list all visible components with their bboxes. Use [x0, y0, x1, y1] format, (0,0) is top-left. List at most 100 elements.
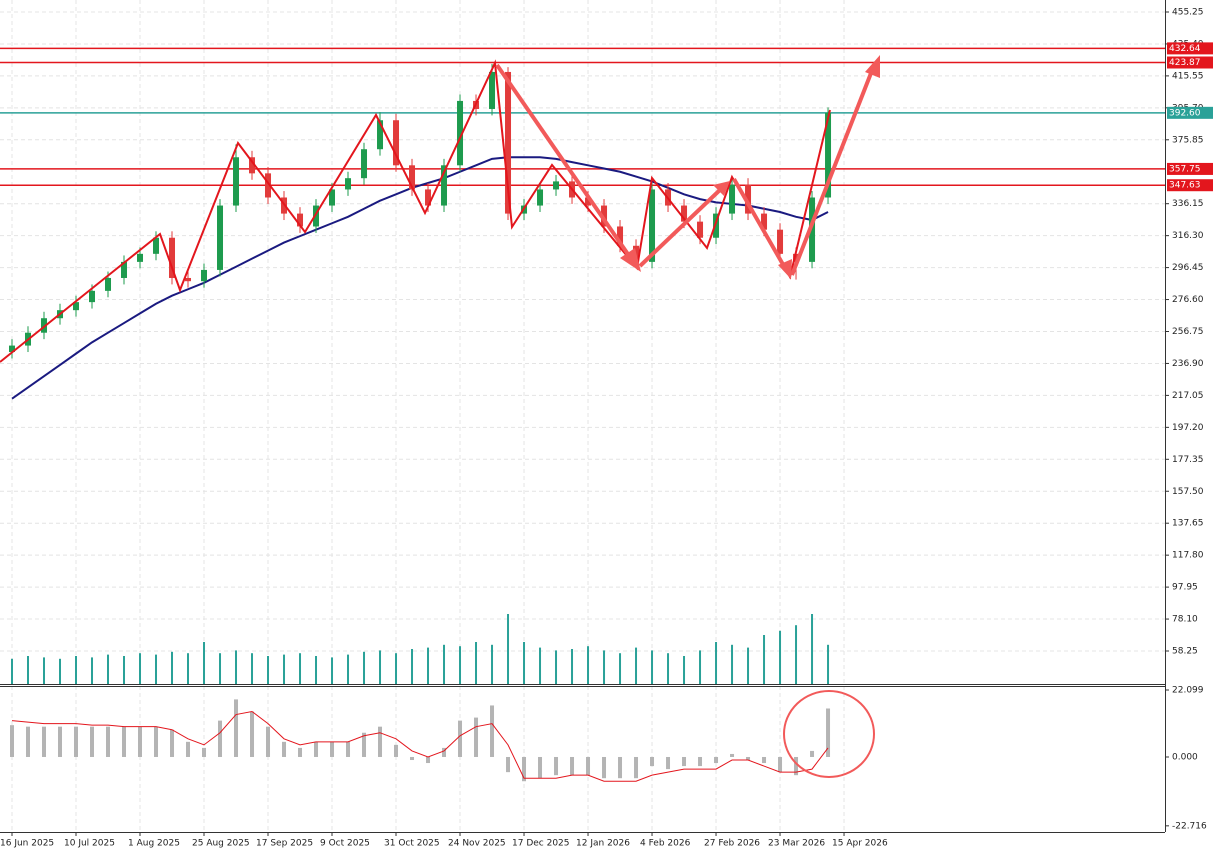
candle-body — [377, 120, 384, 150]
level-label-box — [1167, 42, 1213, 55]
y-tick-label: 78.10 — [1172, 615, 1198, 625]
arrow — [638, 186, 724, 268]
volume-bar — [491, 644, 494, 684]
histogram-bar — [602, 756, 607, 779]
volume-bar — [683, 656, 686, 684]
volume-bar — [763, 635, 766, 684]
histogram-bar — [554, 756, 559, 776]
candle-body — [137, 253, 144, 262]
volume-bar — [347, 654, 350, 684]
histogram-bar — [746, 756, 751, 761]
volume-bar — [779, 630, 782, 684]
histogram-bar — [90, 726, 95, 757]
histogram-bar — [42, 726, 47, 757]
candle-body — [729, 184, 736, 214]
candle-body — [489, 71, 496, 109]
histogram-bar — [682, 756, 687, 767]
volume-bar — [715, 642, 718, 684]
volume-bar — [475, 642, 478, 684]
arrow — [495, 63, 634, 262]
y-tick-label: 22.099 — [1172, 686, 1204, 696]
y-tick-label: 177.35 — [1172, 455, 1204, 465]
candle-body — [153, 237, 160, 254]
arrow — [732, 178, 787, 269]
x-tick-label: 12 Jan 2026 — [576, 839, 630, 849]
x-tick-label: 23 Mar 2026 — [768, 839, 825, 849]
histogram-bar — [410, 756, 415, 761]
volume-bar — [635, 647, 638, 684]
volume-bar — [331, 657, 334, 684]
histogram-bar — [154, 726, 159, 757]
volume-bar — [827, 644, 830, 684]
volume-bar — [11, 658, 14, 684]
candle-body — [745, 184, 752, 214]
volume-bar — [603, 650, 606, 684]
candle-body — [553, 181, 560, 190]
candle-body — [361, 149, 368, 179]
volume-bar — [171, 651, 174, 684]
moving-average — [11, 156, 829, 400]
candle-body — [121, 261, 128, 278]
histogram-bar — [778, 756, 783, 773]
candle-body — [217, 205, 224, 270]
volume-bar — [667, 653, 670, 684]
histogram-bar — [58, 726, 63, 757]
volume-bar — [571, 649, 574, 684]
y-tick-label: 58.25 — [1172, 647, 1198, 657]
volume-bar — [795, 625, 798, 684]
histogram-bar — [714, 756, 719, 764]
candle-body — [89, 290, 96, 303]
arrowheads — [620, 55, 880, 279]
histogram-bar — [810, 750, 815, 757]
y-tick-label: 316.30 — [1172, 231, 1204, 241]
histogram-bar — [442, 747, 447, 757]
volume-bar — [315, 656, 318, 684]
volume-bar — [267, 656, 270, 684]
histogram-bar — [666, 756, 671, 770]
volume-bar — [811, 614, 814, 684]
y-tick-label: 117.80 — [1172, 551, 1204, 561]
candle-body — [249, 157, 256, 174]
histogram-bar — [426, 756, 431, 764]
volume-bar — [427, 647, 430, 684]
histogram-bar — [202, 747, 207, 757]
candle-body — [297, 213, 304, 227]
candle-body — [697, 221, 704, 238]
candle-body — [793, 253, 800, 262]
volume-bar — [27, 656, 30, 684]
histogram-bar — [362, 732, 367, 757]
candle-body — [601, 205, 608, 227]
candle-body — [9, 345, 16, 353]
level-label-box — [1167, 179, 1213, 192]
histogram-bar — [282, 741, 287, 757]
histogram-bar — [266, 726, 271, 757]
y-tick-label: 296.45 — [1172, 263, 1204, 273]
plot — [0, 47, 1165, 782]
level-label: 423.87 — [1169, 58, 1201, 68]
candle-body — [185, 277, 192, 282]
histogram-bar — [458, 720, 463, 757]
y-tick-label: 276.60 — [1172, 295, 1204, 305]
x-tick-label: 1 Aug 2025 — [128, 839, 180, 849]
histogram-bar — [762, 756, 767, 764]
volume-bar — [731, 644, 734, 684]
level-label: 357.75 — [1169, 164, 1201, 174]
volume-bar — [155, 654, 158, 684]
candle-body — [505, 71, 512, 214]
volume-bar — [235, 650, 238, 684]
candle-body — [345, 178, 352, 190]
candle-body — [265, 173, 272, 198]
volume-bar — [395, 653, 398, 684]
candle-body — [409, 165, 416, 190]
candle-body — [41, 318, 48, 333]
histogram-bar — [826, 708, 831, 757]
volume-bar — [219, 653, 222, 684]
x-tick-label: 15 Apr 2026 — [832, 839, 888, 849]
histogram-bar — [490, 705, 495, 757]
y-tick-label: -22.716 — [1172, 821, 1207, 831]
histogram-bar — [650, 756, 655, 767]
candle-body — [425, 189, 432, 206]
histogram-bar — [170, 729, 175, 757]
